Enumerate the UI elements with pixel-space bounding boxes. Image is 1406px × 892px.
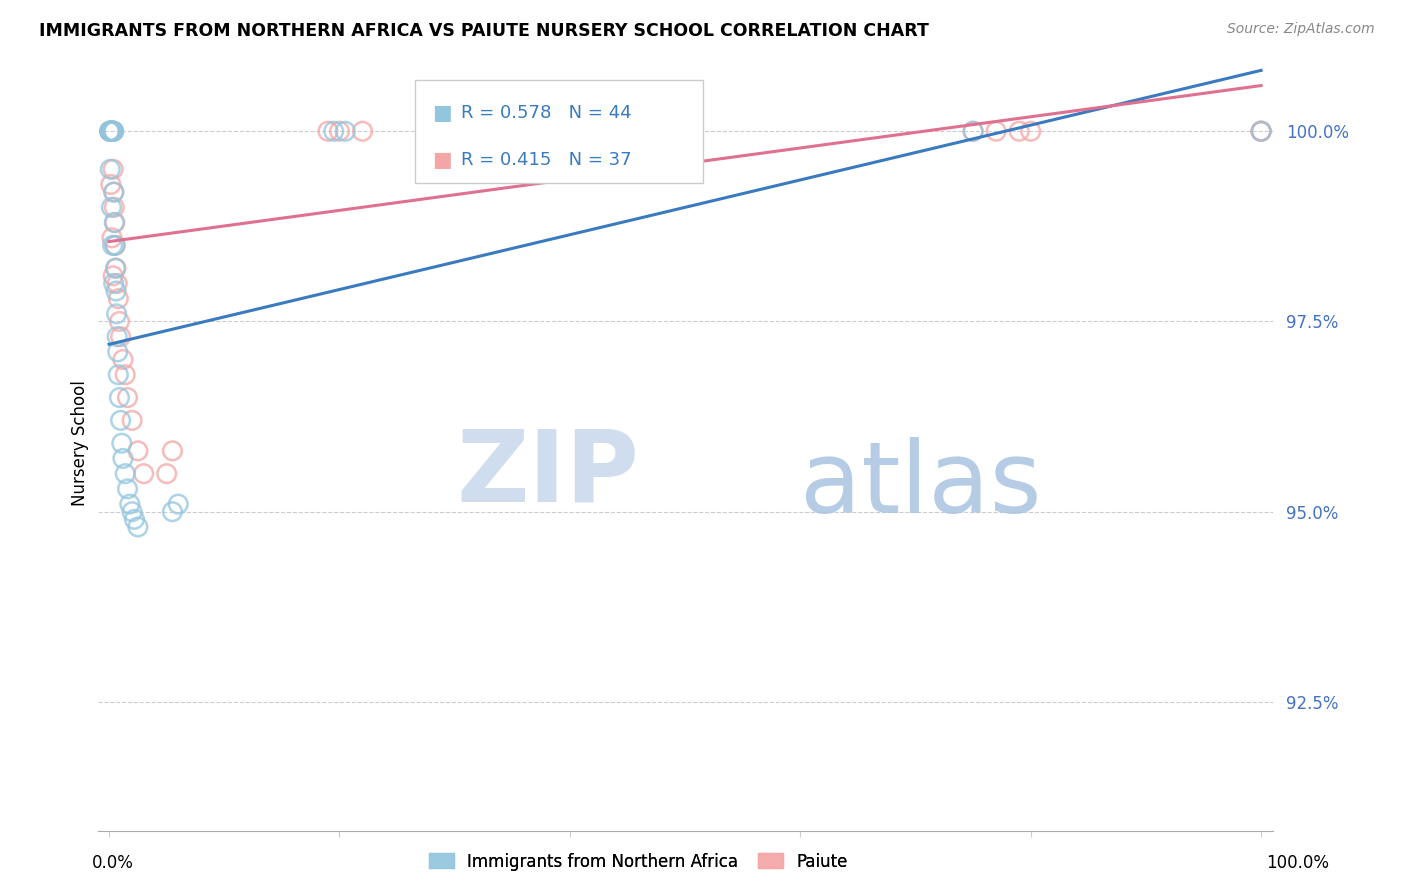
- Point: [100, 124, 122, 138]
- Point: [328, 124, 350, 138]
- Point: [103, 200, 125, 214]
- Point: [100, 178, 122, 192]
- Point: [1250, 124, 1272, 138]
- Point: [104, 238, 127, 252]
- Point: [107, 368, 129, 382]
- Point: [316, 124, 339, 138]
- Point: [352, 124, 374, 138]
- Point: [110, 329, 132, 343]
- Point: [1008, 124, 1031, 138]
- Point: [108, 314, 131, 328]
- Point: [100, 124, 122, 138]
- Point: [104, 215, 127, 229]
- Point: [101, 124, 124, 138]
- Point: [111, 352, 134, 367]
- Point: [127, 520, 149, 534]
- Point: [101, 268, 124, 283]
- Point: [107, 345, 129, 359]
- Point: [105, 307, 128, 321]
- Text: Source: ZipAtlas.com: Source: ZipAtlas.com: [1227, 22, 1375, 37]
- Point: [335, 124, 357, 138]
- Legend: Immigrants from Northern Africa, Paiute: Immigrants from Northern Africa, Paiute: [422, 846, 855, 878]
- Point: [1019, 124, 1042, 138]
- Point: [962, 124, 984, 138]
- Point: [103, 185, 125, 199]
- Point: [103, 185, 125, 199]
- Point: [101, 124, 124, 138]
- Point: [107, 292, 129, 306]
- Point: [100, 124, 122, 138]
- Point: [101, 124, 124, 138]
- Point: [111, 451, 134, 466]
- Point: [98, 162, 121, 177]
- Point: [167, 497, 190, 511]
- Point: [962, 124, 984, 138]
- Point: [1250, 124, 1272, 138]
- Point: [121, 505, 143, 519]
- Text: 0.0%: 0.0%: [91, 855, 134, 872]
- Point: [103, 277, 125, 291]
- Point: [104, 238, 127, 252]
- Point: [103, 124, 125, 138]
- Point: [105, 329, 128, 343]
- Point: [100, 124, 122, 138]
- Point: [114, 467, 136, 481]
- Point: [132, 467, 155, 481]
- Point: [121, 413, 143, 427]
- Point: [98, 124, 121, 138]
- Point: [156, 467, 179, 481]
- Point: [100, 200, 122, 214]
- Point: [984, 124, 1007, 138]
- Text: IMMIGRANTS FROM NORTHERN AFRICA VS PAIUTE NURSERY SCHOOL CORRELATION CHART: IMMIGRANTS FROM NORTHERN AFRICA VS PAIUT…: [39, 22, 929, 40]
- Point: [111, 436, 134, 450]
- Point: [127, 443, 149, 458]
- Point: [101, 162, 124, 177]
- Text: atlas: atlas: [800, 436, 1042, 533]
- Point: [117, 391, 139, 405]
- Point: [101, 124, 124, 138]
- Point: [101, 231, 124, 245]
- Point: [98, 124, 121, 138]
- Text: ■: ■: [432, 103, 451, 123]
- Text: R = 0.415   N = 37: R = 0.415 N = 37: [461, 152, 631, 169]
- Text: R = 0.578   N = 44: R = 0.578 N = 44: [461, 104, 631, 122]
- Point: [103, 124, 125, 138]
- Point: [105, 277, 128, 291]
- Point: [103, 215, 125, 229]
- Point: [101, 124, 124, 138]
- Point: [100, 124, 122, 138]
- Point: [322, 124, 344, 138]
- Point: [162, 505, 184, 519]
- Point: [108, 391, 131, 405]
- Point: [101, 124, 124, 138]
- Point: [101, 238, 124, 252]
- Point: [114, 368, 136, 382]
- Point: [101, 124, 124, 138]
- Point: [100, 124, 122, 138]
- Y-axis label: Nursery School: Nursery School: [72, 380, 89, 506]
- Text: 100.0%: 100.0%: [1265, 855, 1329, 872]
- Point: [98, 124, 121, 138]
- Point: [110, 413, 132, 427]
- Point: [98, 124, 121, 138]
- Point: [105, 261, 128, 276]
- Point: [104, 261, 127, 276]
- Point: [162, 443, 184, 458]
- Point: [1250, 124, 1272, 138]
- Point: [1250, 124, 1272, 138]
- Text: ZIP: ZIP: [456, 425, 638, 522]
- Point: [118, 497, 141, 511]
- Point: [124, 512, 146, 526]
- Point: [117, 482, 139, 496]
- Point: [100, 124, 122, 138]
- Point: [98, 124, 121, 138]
- Text: ■: ■: [432, 150, 451, 170]
- Point: [105, 284, 128, 298]
